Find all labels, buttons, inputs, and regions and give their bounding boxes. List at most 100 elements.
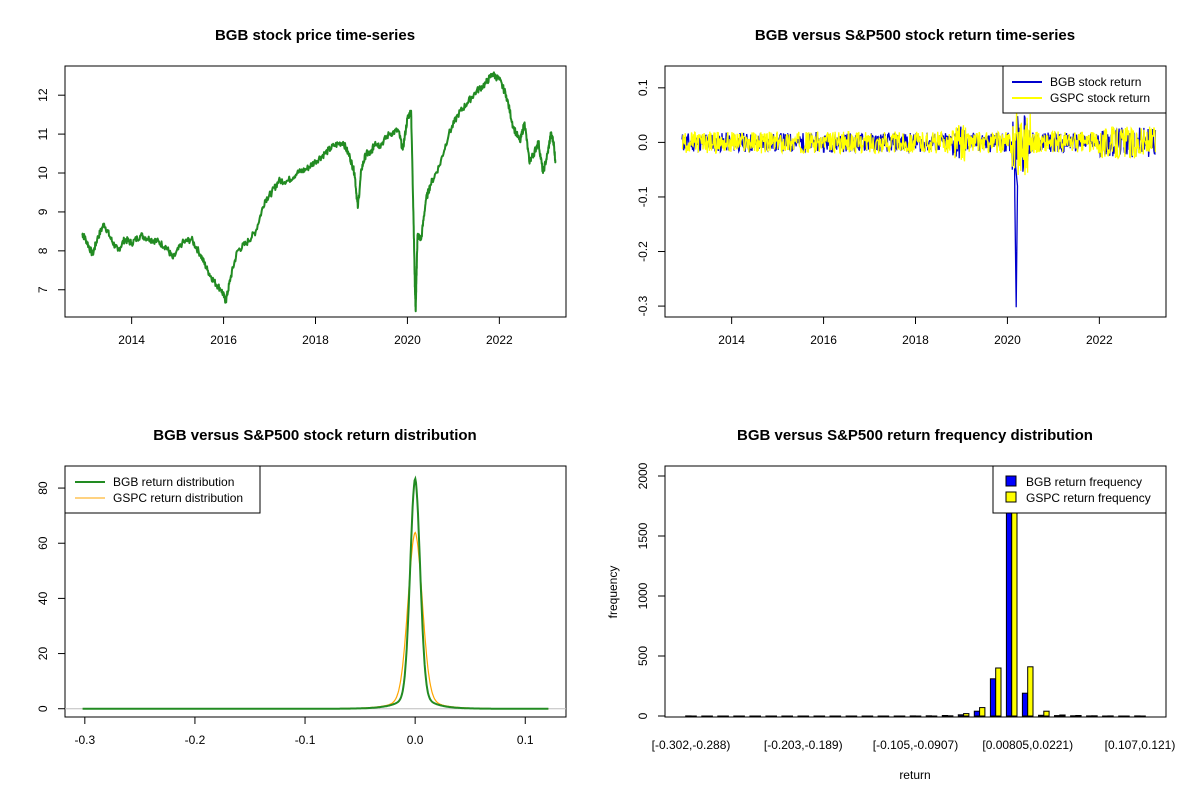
price-xtick-label: 2014 <box>118 333 145 347</box>
legend-label-gspc: GSPC stock return <box>1050 91 1150 105</box>
frequency-bar-gspc <box>1027 666 1034 717</box>
frequency-bar-bgb <box>749 715 756 718</box>
frequency-bar-bgb <box>877 715 884 718</box>
panel-returns-ticks: 2014 2016 2018 2020 2022 -0.3 -0.2 -0.1 0.0 0.1 <box>636 79 1113 347</box>
distribution-ytick-label: 80 <box>36 481 50 495</box>
frequency-bar-bgb <box>845 715 852 718</box>
panel-frequency-ylabel: frequency <box>606 566 620 619</box>
frequency-bar-gspc <box>963 713 970 717</box>
panel-price: BGB stock price time-series 2014 2016 2018… <box>36 27 567 347</box>
distribution-xtick-label: 0.1 <box>517 733 534 747</box>
frequency-bar-bgb <box>733 715 740 718</box>
distribution-ytick-label: 20 <box>36 647 50 661</box>
distribution-ytick-label: 40 <box>36 591 50 605</box>
frequency-xtick-label: [-0.203,-0.189) <box>764 738 843 752</box>
panel-returns-plot <box>681 111 1157 308</box>
frequency-ytick-label: 1500 <box>636 522 650 549</box>
panel-distribution-frame <box>64 465 567 718</box>
panel-price-frame <box>64 65 567 318</box>
frequency-bar-gspc <box>979 707 986 717</box>
distribution-ytick-label: 0 <box>36 705 50 712</box>
price-xtick-label: 2022 <box>486 333 513 347</box>
panel-returns: BGB versus S&P500 stock return time-seri… <box>636 27 1167 347</box>
frequency-bar-bgb <box>941 715 949 717</box>
frequency-bar-gspc <box>690 715 697 718</box>
frequency-bar-gspc <box>770 715 778 718</box>
frequency-ytick-label: 0 <box>636 712 650 719</box>
frequency-bar-gspc <box>1043 710 1050 717</box>
frequency-bar-bgb <box>1054 715 1061 717</box>
frequency-bar-gspc <box>1139 715 1146 718</box>
panel-distribution-plot <box>65 475 566 710</box>
panel-price-title: BGB stock price time-series <box>215 27 415 44</box>
frequency-bar-bgb <box>1134 715 1141 718</box>
frequency-xtick-label: [-0.302,-0.288) <box>652 738 731 752</box>
panel-price-plot <box>81 71 557 313</box>
legend-label-bgb: BGB return distribution <box>113 475 234 489</box>
frequency-bar-gspc <box>882 715 890 718</box>
returns-ytick-label: -0.3 <box>636 295 650 316</box>
price-ytick-label: 9 <box>36 208 50 215</box>
frequency-bar-bgb <box>765 715 772 718</box>
legend-swatch-gspc <box>1005 491 1017 503</box>
frequency-bar-bgb <box>829 715 836 718</box>
frequency-bar-gspc <box>722 715 729 718</box>
frequency-bar-gspc <box>931 715 938 718</box>
returns-xtick-label: 2018 <box>902 333 929 347</box>
panel-frequency: BGB versus S&P500 return frequency distr… <box>606 427 1175 782</box>
frequency-bar-gspc <box>1107 715 1114 718</box>
panel-frequency-ticks: 0 500 1000 1500 2000 [-0.302,-0.288) [-0.203,-… <box>636 462 1175 752</box>
distribution-xtick-label: -0.2 <box>185 733 206 747</box>
frequency-bar-gspc <box>834 715 842 718</box>
distribution-series-bgb <box>82 475 549 710</box>
panel-distribution-title: BGB versus S&P500 stock return distribut… <box>153 427 476 444</box>
price-xtick-label: 2020 <box>394 333 421 347</box>
legend-label-gspc: GSPC return frequency <box>1026 491 1151 505</box>
distribution-xtick-label: -0.1 <box>295 733 316 747</box>
panel-distribution-legend: BGB return distribution GSPC return dist… <box>64 465 261 514</box>
price-ytick-label: 12 <box>36 88 50 102</box>
frequency-xtick-label: [0.107,0.121) <box>1105 738 1176 752</box>
frequency-bar-bgb <box>717 715 724 718</box>
returns-ytick-label: -0.2 <box>636 241 650 262</box>
frequency-bar-bgb <box>701 715 708 718</box>
price-ytick-label: 7 <box>36 286 50 293</box>
frequency-bar-bgb <box>893 715 901 718</box>
returns-series-gspc <box>681 111 1157 176</box>
returns-xtick-label: 2016 <box>810 333 837 347</box>
price-ytick-label: 11 <box>36 128 50 141</box>
price-xtick-label: 2016 <box>210 333 237 347</box>
frequency-bar-gspc <box>818 715 826 718</box>
frequency-bar-bgb <box>813 715 820 718</box>
frequency-bar-bgb <box>781 715 788 718</box>
returns-ytick-label: 0.1 <box>636 79 650 96</box>
panel-returns-legend: BGB stock return GSPC stock return <box>1002 65 1167 114</box>
frequency-bar-bgb <box>925 715 933 718</box>
price-xtick-label: 2018 <box>302 333 329 347</box>
panel-frequency-xlabel: return <box>899 768 930 782</box>
frequency-bar-gspc <box>1059 714 1066 717</box>
frequency-bar-gspc <box>754 715 762 718</box>
panel-returns-title: BGB versus S&P500 stock return time-seri… <box>755 27 1075 44</box>
returns-xtick-label: 2020 <box>994 333 1021 347</box>
panel-frequency-title: BGB versus S&P500 return frequency distr… <box>737 427 1093 444</box>
panel-frequency-plot <box>685 475 1146 718</box>
price-ytick-label: 8 <box>36 247 50 254</box>
frequency-bar-bgb <box>861 715 868 718</box>
frequency-ytick-label: 500 <box>636 646 650 666</box>
frequency-bar-gspc <box>915 715 922 718</box>
frequency-bar-gspc <box>1075 715 1082 717</box>
legend-box <box>1002 65 1167 114</box>
legend-label-bgb: BGB return frequency <box>1026 475 1142 489</box>
frequency-bar-gspc <box>706 715 713 718</box>
frequency-bar-gspc <box>1091 715 1098 718</box>
frequency-bar-bgb <box>1102 715 1109 718</box>
frequency-bar-bgb <box>973 710 981 717</box>
frequency-bar-bgb <box>989 678 997 717</box>
frequency-bar-gspc <box>947 715 954 718</box>
distribution-series-gspc <box>82 531 549 710</box>
legend-label-bgb: BGB stock return <box>1050 75 1141 89</box>
distribution-xtick-label: 0.0 <box>407 733 424 747</box>
frequency-xtick-label: [0.00805,0.0221) <box>982 738 1073 752</box>
